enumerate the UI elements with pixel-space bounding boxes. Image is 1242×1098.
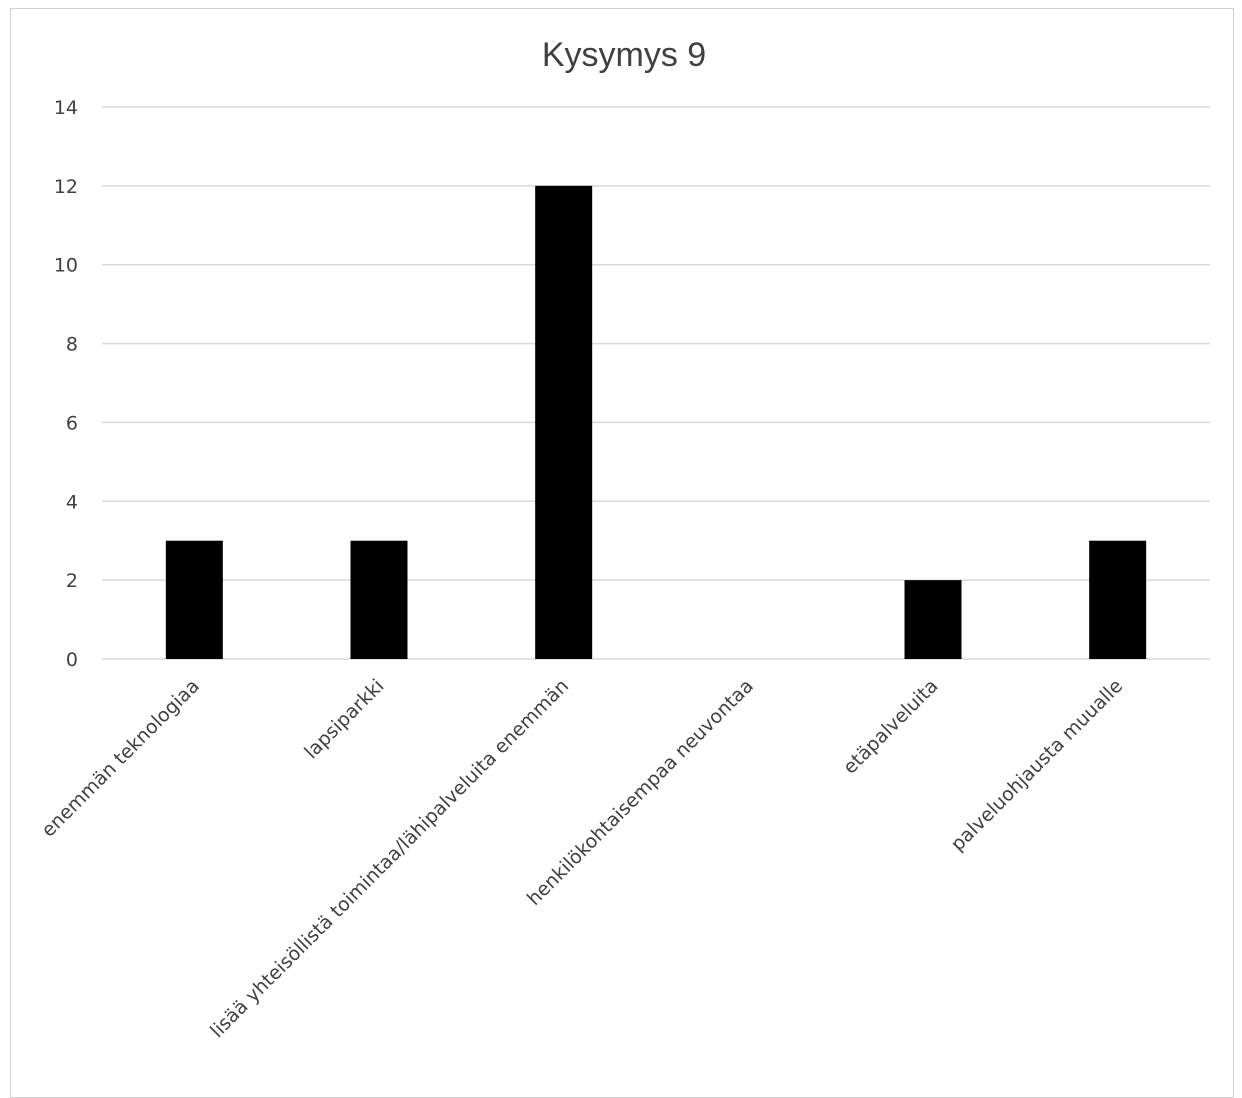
y-tick-label: 2 bbox=[66, 570, 78, 592]
bar bbox=[1089, 540, 1147, 659]
x-category-label: palveluohjausta muualle bbox=[947, 675, 1128, 856]
y-tick-label: 14 bbox=[54, 97, 78, 119]
bar bbox=[535, 185, 593, 659]
x-category-label: lapsiparkki bbox=[300, 675, 388, 763]
bar bbox=[165, 540, 223, 659]
x-category-label: enemmän teknologiaa bbox=[37, 675, 204, 842]
x-category-label: etäpalveluita bbox=[839, 675, 943, 779]
y-tick-label: 6 bbox=[66, 412, 78, 434]
bar bbox=[350, 540, 408, 659]
gridlines bbox=[102, 106, 1210, 660]
y-tick-label: 4 bbox=[66, 491, 78, 513]
y-tick-label: 0 bbox=[66, 649, 78, 671]
y-axis-ticks: 0 2 4 6 8 10 12 14 bbox=[54, 97, 78, 671]
chart-title: Kysymys 9 bbox=[542, 36, 706, 74]
x-category-label: lisää yhteisöllistä toimintaa/lähipalvel… bbox=[206, 675, 573, 1042]
y-tick-label: 8 bbox=[66, 334, 78, 356]
x-category-label: henkilökohtaisempaa neuvontaa bbox=[523, 675, 758, 910]
y-tick-label: 10 bbox=[54, 255, 78, 277]
y-tick-label: 12 bbox=[54, 176, 78, 198]
bars bbox=[165, 185, 1147, 659]
bar bbox=[904, 580, 962, 659]
